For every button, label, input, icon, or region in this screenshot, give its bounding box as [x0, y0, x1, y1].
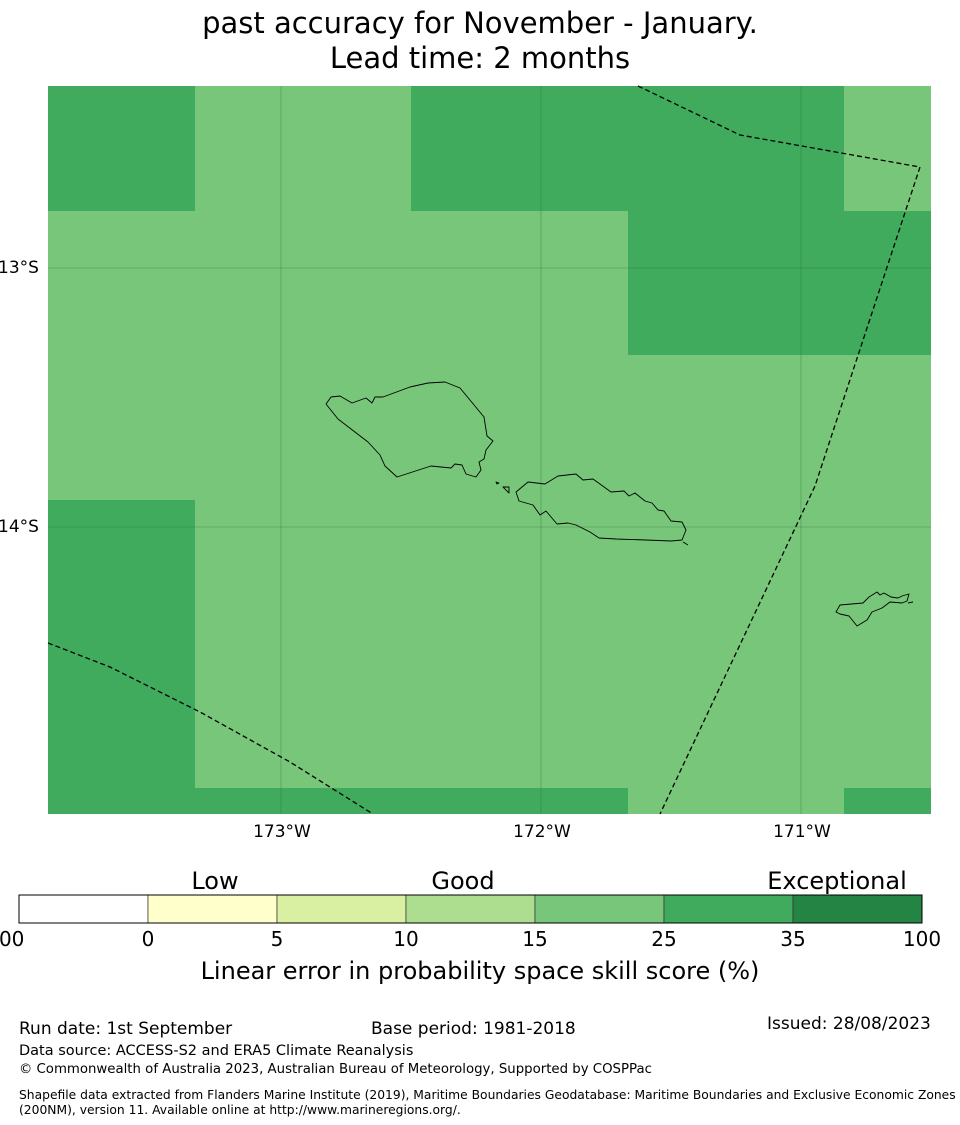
map-title-line-1: past accuracy for November - January.: [202, 6, 758, 40]
colorbar-tick-label: 25: [651, 927, 677, 951]
grid-cell-high-sw: [48, 500, 195, 814]
longitude-label-172w: 172°W: [513, 822, 571, 842]
colorbar-category-low: Low: [191, 867, 239, 895]
map-title-line-2: Lead time: 2 months: [329, 41, 631, 75]
colorbar: [18, 894, 923, 924]
colorbar-tick-label: 10: [393, 927, 419, 951]
grid-cell-high-north: [411, 86, 844, 211]
colorbar-tick-label: 15: [522, 927, 548, 951]
island-tutuila: [835, 591, 914, 627]
shapefile-credit-line-1: Shapefile data extracted from Flanders M…: [19, 1088, 956, 1102]
colorbar-cell: [147, 894, 278, 924]
run-date: Run date: 1st September: [19, 1019, 233, 1039]
island-savaii: [325, 381, 494, 478]
shapefile-credit-line-2: (200NM), version 11. Available online at…: [19, 1103, 461, 1117]
latitude-label-14s: 14°S: [0, 517, 39, 537]
colorbar-cell: [663, 894, 794, 924]
colorbar-tick-label: 35: [780, 927, 806, 951]
colorbar-tick-label: 0: [141, 927, 155, 951]
colorbar-category-good: Good: [431, 867, 495, 895]
colorbar-tick-label: 5: [270, 927, 284, 951]
grid-cell-high-nw: [48, 86, 195, 211]
colorbar-cell: [18, 894, 149, 924]
colorbar-category-exceptional: Exceptional: [767, 867, 907, 895]
colorbar-cell: [792, 894, 923, 924]
island-apolima: [502, 486, 510, 494]
colorbar-cell: [405, 894, 536, 924]
island-nuutele: [682, 541, 689, 546]
maritime-boundaries: [47, 85, 921, 815]
grid-cell-high-se: [844, 788, 931, 814]
colorbar-cell: [276, 894, 407, 924]
data-source: Data source: ACCESS-S2 and ERA5 Climate …: [19, 1043, 414, 1059]
base-period: Base period: 1981-2018: [371, 1019, 576, 1039]
colorbar-tick-label: 100: [902, 927, 942, 951]
island-outlines: [325, 381, 914, 627]
longitude-label-171w: 171°W: [773, 822, 831, 842]
island-manono: [495, 481, 500, 485]
colorbar-cell: [534, 894, 665, 924]
graticule-lines: [48, 86, 931, 814]
issued-date: Issued: 28/08/2023: [767, 1014, 931, 1034]
skill-grid: [48, 86, 931, 814]
grid-cell-high-south: [195, 788, 628, 814]
colorbar-tick-label: -100: [0, 927, 25, 951]
copyright-notice: © Commonwealth of Australia 2023, Austra…: [19, 1062, 652, 1077]
latitude-label-13s: 13°S: [0, 258, 39, 278]
island-upolu: [515, 473, 687, 542]
longitude-label-173w: 173°W: [253, 822, 311, 842]
grid-cell-high-east: [628, 211, 931, 355]
colorbar-title: Linear error in probability space skill …: [200, 957, 760, 985]
